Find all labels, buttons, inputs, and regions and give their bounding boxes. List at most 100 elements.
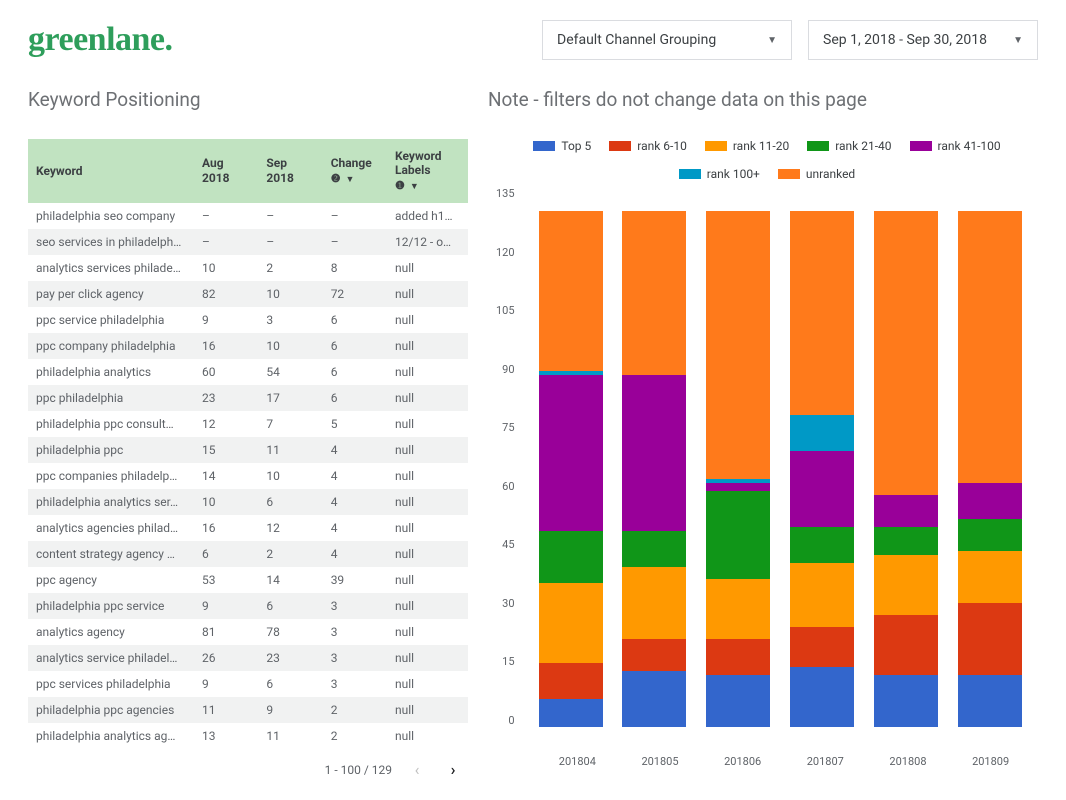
bar-segment	[958, 551, 1022, 603]
table-row[interactable]: philadelphia analytics ser…1064null	[28, 489, 468, 515]
table-cell: 9	[194, 593, 258, 619]
col-labels[interactable]: Keyword Labels ❶ ▼	[387, 139, 468, 203]
pager-prev-button[interactable]: ‹	[406, 759, 428, 781]
table-cell: ppc services philadelphia	[28, 671, 194, 697]
table-cell: 10	[194, 255, 258, 281]
table-row[interactable]: analytics agency81783null	[28, 619, 468, 645]
channel-grouping-dropdown[interactable]: Default Channel Grouping ▼	[542, 20, 792, 60]
table-cell: 16	[194, 515, 258, 541]
bar[interactable]	[958, 211, 1022, 727]
x-tick: 201809	[959, 755, 1023, 768]
date-range-dropdown[interactable]: Sep 1, 2018 - Sep 30, 2018 ▼	[808, 20, 1038, 60]
table-cell: null	[387, 385, 468, 411]
table-header: Keyword Aug 2018 Sep 2018 Change ❷ ▼ Key…	[28, 139, 468, 203]
col-change[interactable]: Change ❷ ▼	[323, 139, 387, 203]
bar-segment	[706, 483, 770, 491]
bar-segment	[539, 211, 603, 371]
legend-item[interactable]: rank 6-10	[609, 139, 687, 153]
legend-item[interactable]: Top 5	[533, 139, 591, 153]
table-row[interactable]: content strategy agency …624null	[28, 541, 468, 567]
table-cell: content strategy agency …	[28, 541, 194, 567]
table-row[interactable]: ppc services philadelphia963null	[28, 671, 468, 697]
col-aug[interactable]: Aug 2018	[194, 139, 258, 203]
bar[interactable]	[622, 211, 686, 727]
table-cell: 6	[258, 489, 322, 515]
chart-body: 1351201059075604530150	[496, 187, 1038, 747]
bar-segment	[622, 639, 686, 671]
table-cell: philadelphia analytics ag…	[28, 723, 194, 749]
table-row[interactable]: ppc company philadelphia16106null	[28, 333, 468, 359]
table-cell: 6	[323, 333, 387, 359]
table-cell: 26	[194, 645, 258, 671]
table-cell: 7	[258, 411, 322, 437]
table-cell: ppc companies philadelp…	[28, 463, 194, 489]
table-row[interactable]: ppc service philadelphia936null	[28, 307, 468, 333]
sort-indicator-icon: ❶	[395, 180, 405, 191]
bar-segment	[958, 675, 1022, 727]
bar-segment	[790, 563, 854, 627]
table-cell: 10	[258, 333, 322, 359]
table-cell: 2	[323, 723, 387, 749]
bar-segment	[790, 415, 854, 451]
table-cell: 12/12 - o…	[387, 229, 468, 255]
table-row[interactable]: ppc philadelphia23176null	[28, 385, 468, 411]
table-cell: 2	[258, 541, 322, 567]
bar[interactable]	[539, 211, 603, 727]
legend-item[interactable]: rank 11-20	[705, 139, 789, 153]
x-tick: 201808	[876, 755, 940, 768]
pager-next-button[interactable]: ›	[442, 759, 464, 781]
table-cell: 2	[258, 255, 322, 281]
table-row[interactable]: philadelphia seo company–––added h1…	[28, 203, 468, 229]
table-cell: analytics agency	[28, 619, 194, 645]
table-cell: 6	[194, 541, 258, 567]
legend-label: unranked	[806, 167, 855, 181]
legend-item[interactable]: unranked	[778, 167, 855, 181]
table-cell: 10	[258, 463, 322, 489]
table-cell: null	[387, 671, 468, 697]
table-cell: null	[387, 463, 468, 489]
table-row[interactable]: philadelphia analytics60546null	[28, 359, 468, 385]
bar-segment	[874, 495, 938, 527]
table-row[interactable]: ppc agency531439null	[28, 567, 468, 593]
table-row[interactable]: philadelphia ppc15114null	[28, 437, 468, 463]
col-keyword[interactable]: Keyword	[28, 139, 194, 203]
table-cell: null	[387, 489, 468, 515]
plot-area	[523, 187, 1038, 727]
bar-segment	[958, 483, 1022, 519]
table-cell: 78	[258, 619, 322, 645]
table-cell: 6	[323, 307, 387, 333]
x-tick: 201805	[628, 755, 692, 768]
chevron-down-icon: ▼	[410, 182, 419, 192]
legend-item[interactable]: rank 21-40	[807, 139, 891, 153]
table-cell: null	[387, 307, 468, 333]
col-sep[interactable]: Sep 2018	[258, 139, 322, 203]
bar[interactable]	[874, 211, 938, 727]
table-row[interactable]: analytics services philade…1028null	[28, 255, 468, 281]
table-cell: 4	[323, 515, 387, 541]
table-row[interactable]: analytics agencies philad…16124null	[28, 515, 468, 541]
y-tick: 105	[496, 304, 515, 317]
table-cell: 8	[323, 255, 387, 281]
table-row[interactable]: philadelphia ppc consult…1275null	[28, 411, 468, 437]
table-cell: 3	[323, 593, 387, 619]
table-row[interactable]: analytics service philadel…26233null	[28, 645, 468, 671]
legend-item[interactable]: rank 41-100	[910, 139, 1001, 153]
legend-item[interactable]: rank 100+	[679, 167, 760, 181]
table-row[interactable]: philadelphia ppc agencies1192null	[28, 697, 468, 723]
bar-segment	[539, 699, 603, 727]
table-row[interactable]: philadelphia analytics ag…13112null	[28, 723, 468, 749]
bar-segment	[622, 567, 686, 639]
table-cell: –	[194, 203, 258, 229]
bar[interactable]	[706, 211, 770, 727]
table-row[interactable]: seo services in philadelph…–––12/12 - o…	[28, 229, 468, 255]
table-cell: 13	[194, 723, 258, 749]
table-row[interactable]: pay per click agency821072null	[28, 281, 468, 307]
table-cell: 9	[194, 307, 258, 333]
table-row[interactable]: ppc companies philadelp…14104null	[28, 463, 468, 489]
bar[interactable]	[790, 211, 854, 727]
sort-indicator-icon: ❷	[331, 173, 341, 184]
table-row[interactable]: philadelphia ppc service963null	[28, 593, 468, 619]
x-tick: 201806	[711, 755, 775, 768]
table-pager: 1 - 100 / 129 ‹ ›	[28, 749, 468, 781]
keyword-table-wrap: Keyword Aug 2018 Sep 2018 Change ❷ ▼ Key…	[28, 139, 468, 781]
